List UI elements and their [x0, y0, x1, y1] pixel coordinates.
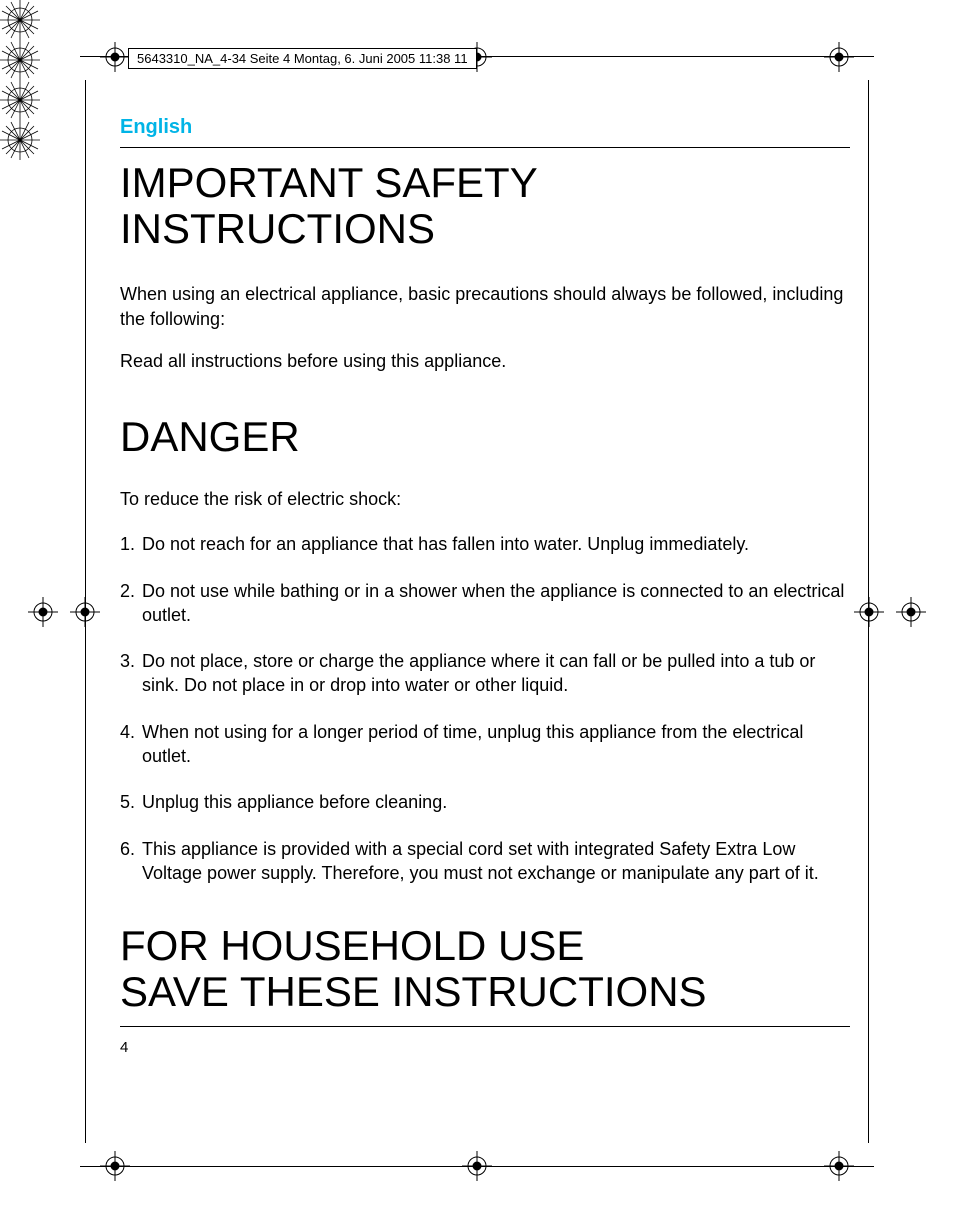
registration-mark-icon	[100, 42, 130, 72]
danger-heading: DANGER	[120, 413, 850, 461]
list-item: 2.Do not use while bathing or in a showe…	[120, 579, 850, 628]
closing-heading: FOR HOUSEHOLD USE SAVE THESE INSTRUCTION…	[120, 923, 850, 1015]
danger-lead: To reduce the risk of electric shock:	[120, 489, 850, 510]
list-text: Do not reach for an appliance that has f…	[142, 532, 850, 556]
list-text: Do not use while bathing or in a shower …	[142, 579, 850, 628]
list-number: 1.	[120, 532, 142, 556]
list-number: 4.	[120, 720, 142, 769]
registration-mark-icon	[28, 597, 58, 627]
registration-mark-corner-icon	[0, 0, 40, 40]
closing-line-2: SAVE THESE INSTRUCTIONS	[120, 968, 707, 1015]
list-text: This appliance is provided with a specia…	[142, 837, 850, 886]
registration-mark-icon	[100, 1151, 130, 1181]
danger-list: 1.Do not reach for an appliance that has…	[120, 532, 850, 885]
intro-paragraph: When using an electrical appliance, basi…	[120, 282, 850, 331]
list-item: 4.When not using for a longer period of …	[120, 720, 850, 769]
registration-mark-corner-icon	[0, 120, 40, 160]
print-slug: 5643310_NA_4-34 Seite 4 Montag, 6. Juni …	[128, 48, 477, 69]
registration-mark-corner-icon	[0, 40, 40, 80]
page-root: 5643310_NA_4-34 Seite 4 Montag, 6. Juni …	[0, 0, 954, 1223]
list-number: 6.	[120, 837, 142, 886]
registration-mark-icon	[824, 1151, 854, 1181]
list-item: 1.Do not reach for an appliance that has…	[120, 532, 850, 556]
list-number: 3.	[120, 649, 142, 698]
registration-mark-corner-icon	[0, 80, 40, 120]
divider-bottom	[120, 1026, 850, 1027]
closing-line-1: FOR HOUSEHOLD USE	[120, 922, 584, 969]
registration-mark-icon	[854, 597, 884, 627]
registration-mark-icon	[462, 1151, 492, 1181]
language-label: English	[120, 116, 850, 139]
list-item: 5.Unplug this appliance before cleaning.	[120, 790, 850, 814]
list-number: 5.	[120, 790, 142, 814]
list-text: When not using for a longer period of ti…	[142, 720, 850, 769]
list-item: 6.This appliance is provided with a spec…	[120, 837, 850, 886]
registration-mark-icon	[896, 597, 926, 627]
registration-mark-icon	[70, 597, 100, 627]
divider-top	[120, 147, 850, 148]
list-number: 2.	[120, 579, 142, 628]
registration-mark-icon	[824, 42, 854, 72]
list-text: Do not place, store or charge the applia…	[142, 649, 850, 698]
list-text: Unplug this appliance before cleaning.	[142, 790, 850, 814]
intro-line-2: Read all instructions before using this …	[120, 349, 850, 373]
list-item: 3.Do not place, store or charge the appl…	[120, 649, 850, 698]
page-title: IMPORTANT SAFETY INSTRUCTIONS	[120, 160, 850, 252]
document-content: English IMPORTANT SAFETY INSTRUCTIONS Wh…	[120, 116, 850, 1056]
page-number: 4	[120, 1039, 850, 1056]
